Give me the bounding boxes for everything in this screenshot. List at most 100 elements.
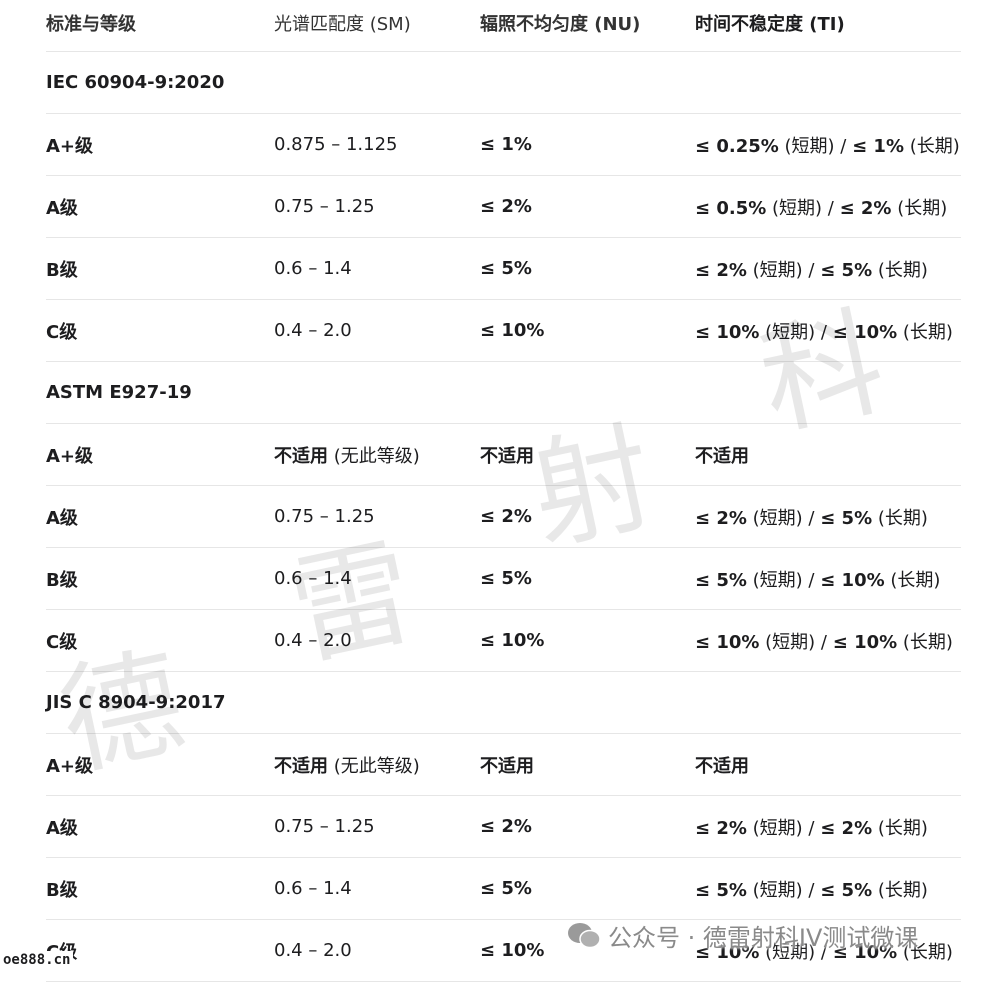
cell-run: (短期) / [766, 197, 840, 219]
section-row: JIS C 8904-9:2017 [46, 672, 961, 734]
cell: ≤ 10% (短期) / ≤ 10% (长期) [695, 318, 961, 344]
cell-run: (长期) [872, 507, 928, 529]
cell: A+级 [46, 755, 94, 777]
cell: ≤ 10% (短期) / ≤ 10% (长期) [695, 628, 961, 654]
cell-run: ≤ 5% [820, 507, 873, 529]
cell-run: (短期) / [746, 569, 821, 591]
cell: 0.75 – 1.25 [274, 506, 375, 527]
header-cell: 辐照不均匀度 (NU) [480, 14, 641, 35]
table-row: B级 0.6 – 1.4 ≤ 5% ≤ 5% (短期) / ≤ 5% (长期) [46, 858, 961, 920]
cell-run: ≤ 0.25% [695, 135, 779, 157]
cell: 不适用 (无此等级) [274, 752, 480, 778]
cell: 不适用 [695, 755, 749, 777]
header-row: 标准与等级 光谱匹配度 (SM) 辐照不均匀度 (NU) 时间不稳定度 (TI) [46, 0, 961, 52]
cell: C级 [46, 321, 78, 343]
cell-run: ≤ 2% [820, 817, 873, 839]
cell: B级 [46, 879, 78, 901]
cell-run: ≤ 5% [695, 879, 747, 901]
site: oe888.cn [0, 951, 74, 969]
cell-run: ≤ 5% [695, 569, 747, 591]
cell: ≤ 2% [480, 196, 532, 217]
table-row: B级 0.6 – 1.4 ≤ 5% ≤ 2% (短期) / ≤ 5% (长期) [46, 238, 961, 300]
cell: ≤ 10% (短期) / ≤ 10% (长期) [695, 938, 961, 964]
cell: 不适用 [480, 755, 534, 777]
cell-run: (短期) / [759, 941, 833, 963]
account: 公众号 · 德雷射科IV测试微课 [608, 924, 919, 952]
cell-run: ≤ 2% [695, 259, 747, 281]
cell: C级 [46, 938, 274, 964]
cell-run: 不适用 [274, 755, 328, 777]
section-title: JIS C 8904-9:2017 [46, 692, 226, 713]
cell: ≤ 10% [480, 630, 545, 651]
cell: 不适用 (无此等级) [274, 442, 480, 468]
cell: ≤ 5% (短期) / ≤ 5% (长期) [695, 876, 961, 902]
cell: A级 [46, 197, 78, 219]
section-title: ASTM E927-19 [46, 382, 192, 403]
cell-run: ≤ 5% [820, 259, 873, 281]
cell: ≤ 2% (短期) / ≤ 2% (长期) [695, 814, 961, 840]
cell: 0.4 – 2.0 [274, 940, 352, 961]
cell-run: ≤ 10% [832, 941, 898, 963]
cell: 0.75 – 1.25 [274, 196, 375, 217]
cell-run: ≤ 10% [695, 321, 760, 343]
section-row: IEC 60904-9:2020 [46, 52, 961, 114]
cell-run: ≤ 1% [852, 135, 904, 157]
section-title: IEC 60904-9:2020 [46, 72, 225, 93]
cell-run: (短期) / [746, 507, 821, 529]
cell-run: ≤ 10% [695, 941, 760, 963]
wechat-icon [568, 922, 601, 948]
cell-run: (短期) / [746, 259, 821, 281]
cell-run: (长期) [904, 135, 960, 157]
footer: 公众号 · 德雷射科IV测试微课 [566, 918, 918, 953]
cell: ≤ 1% [480, 134, 532, 155]
cell-run: (长期) [884, 569, 941, 591]
table-row: B级 0.6 – 1.4 ≤ 5% ≤ 5% (短期) / ≤ 10% (长期) [46, 548, 961, 610]
cell: ≤ 5% [480, 878, 532, 899]
cell: ≤ 5% (短期) / ≤ 10% (长期) [695, 566, 961, 592]
cell: A+级 [46, 135, 94, 157]
cell: ≤ 0.25% (短期) / ≤ 1% (长期) [695, 132, 961, 158]
cell: 0.75 – 1.25 [274, 816, 375, 837]
table-row: A级 0.75 – 1.25 ≤ 2% ≤ 2% (短期) / ≤ 2% (长期) [46, 796, 961, 858]
cell-run: ≤ 5% [820, 879, 873, 901]
cell-run: (长期) [891, 197, 948, 219]
header-cell: 标准与等级 [46, 14, 136, 35]
cell: ≤ 2% [480, 816, 532, 837]
table-row: A+级 0.875 – 1.125 ≤ 1% ≤ 0.25% (短期) / ≤ 1% … [46, 114, 961, 176]
cell-run: ≤ 2% [695, 817, 747, 839]
cell-run: (长期) [872, 879, 928, 901]
cell: 0.4 – 2.0 [274, 320, 352, 341]
cell-run: ≤ 10% [820, 569, 885, 591]
cell-run: (短期) / [759, 321, 833, 343]
cell: A级 [46, 507, 78, 529]
table-row: A级 0.75 – 1.25 ≤ 2% ≤ 0.5% (短期) / ≤ 2% (长期) [46, 176, 961, 238]
cell: ≤ 10% [480, 940, 545, 961]
cell-run: 不适用 [274, 445, 328, 467]
cell-run: (短期) / [778, 135, 853, 157]
cell-run: ≤ 2% [695, 507, 747, 529]
cell: B级 [46, 259, 78, 281]
cell-run: (短期) / [759, 631, 833, 653]
cell-run: ≤ 2% [839, 197, 892, 219]
cell: 0.6 – 1.4 [274, 878, 352, 899]
header-cell: 光谱匹配度 (SM) [274, 14, 411, 35]
cell: ≤ 2% [480, 506, 532, 527]
cell: ≤ 5% [480, 568, 532, 589]
cell-run: (长期) [897, 631, 953, 653]
header-cell: 时间不稳定度 (TI) [695, 14, 845, 35]
cell-run: (长期) [872, 259, 928, 281]
cell-run: ≤ 10% [832, 321, 898, 343]
cell: ≤ 10% [480, 320, 545, 341]
table-row: A+级 不适用 (无此等级) 不适用 不适用 [46, 424, 961, 486]
cell: A级 [46, 817, 78, 839]
cell: 不适用 [480, 445, 534, 467]
cell-run: (长期) [872, 817, 928, 839]
cell-run: (短期) / [746, 817, 821, 839]
cell-run: (长期) [897, 321, 953, 343]
cell: ≤ 2% (短期) / ≤ 5% (长期) [695, 256, 961, 282]
cell: C级 [46, 631, 78, 653]
cell: 不适用 [695, 445, 749, 467]
section-row: ASTM E927-19 [46, 362, 961, 424]
